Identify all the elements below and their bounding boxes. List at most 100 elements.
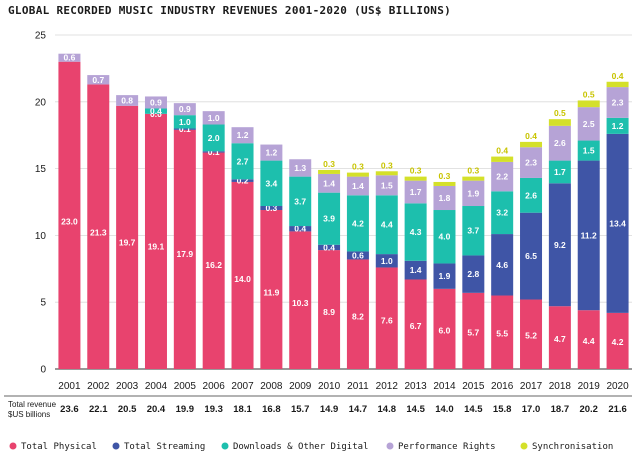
segment-value-label: 2.3	[525, 158, 537, 168]
segment-value-label: 11.2	[581, 230, 597, 240]
total-revenue-value: 14.5	[406, 404, 425, 415]
bar-segment-total-streaming	[173, 128, 196, 130]
bar-segment-downloads-other-digital	[202, 124, 225, 152]
segment-value-label: 0.9	[150, 97, 162, 107]
y-tick-label: 0	[40, 365, 46, 376]
bar-segment-downloads-other-digital	[318, 192, 341, 245]
legend: Total Physical Total Streaming Downloads &…	[9, 442, 613, 452]
segment-value-label: 1.2	[265, 148, 277, 158]
segment-value-label: 0.4	[496, 146, 508, 156]
legend-total-streaming-label: Total Streaming	[124, 442, 205, 452]
segment-value-label: 0.1	[179, 124, 191, 134]
segment-value-label: 6.7	[410, 321, 422, 331]
segment-value-label: 5.7	[467, 327, 479, 337]
segment-value-label: 21.3	[90, 227, 107, 237]
bar-segment-downloads-other-digital	[433, 210, 456, 264]
segment-value-label: 6.0	[439, 326, 451, 336]
bar-segment-total-physical	[202, 152, 225, 369]
segment-value-label: 1.4	[323, 178, 335, 188]
y-tick-label: 15	[35, 164, 47, 175]
total-revenue-value: 16.8	[262, 404, 281, 415]
bar-segment-downloads-other-digital	[520, 177, 543, 213]
bar-segment-downloads-other-digital	[231, 143, 254, 180]
segment-value-label: 23.0	[61, 217, 78, 227]
bar-segment-downloads-other-digital	[577, 140, 600, 161]
segment-value-label: 1.4	[352, 181, 364, 191]
segment-value-label: 0.5	[554, 108, 566, 118]
bar-segment-downloads-other-digital	[144, 108, 167, 114]
total-revenue-value: 14.5	[464, 404, 483, 415]
bar-segment-downloads-other-digital	[375, 195, 398, 255]
segment-value-label: 1.3	[294, 163, 306, 173]
totals-row-label-line2: $US billions	[8, 410, 50, 419]
x-tick-label: 2012	[376, 381, 399, 392]
y-tick-label: 20	[35, 97, 47, 108]
bar-segment-total-physical	[577, 310, 600, 369]
segment-value-label: 0.4	[150, 106, 162, 116]
segment-value-label: 2.0	[208, 133, 220, 143]
y-tick-label: 5	[40, 298, 46, 309]
segment-value-label: 0.1	[208, 147, 220, 157]
total-revenue-value: 23.6	[60, 404, 79, 415]
bar-segment-total-streaming	[289, 226, 312, 232]
segment-value-label: 0.9	[179, 104, 191, 114]
segment-value-label: 3.7	[467, 226, 479, 236]
total-revenue-value: 14.9	[320, 404, 339, 415]
segment-value-label: 4.7	[554, 334, 566, 344]
bar-segment-synchronisation	[520, 141, 543, 148]
segment-value-label: 6.5	[525, 251, 537, 261]
total-revenue-value: 14.0	[435, 404, 454, 415]
total-revenue-value: 20.4	[147, 404, 166, 415]
total-revenue-value: 22.1	[89, 404, 108, 415]
total-revenue-value: 14.8	[378, 404, 397, 415]
segment-value-label: 0.3	[467, 166, 479, 176]
bar-segment-downloads-other-digital	[346, 195, 369, 252]
segment-value-label: 1.9	[439, 271, 451, 281]
segment-value-label: 7.6	[381, 315, 393, 325]
segment-value-label: 9.2	[554, 240, 566, 250]
bar-segment-synchronisation	[404, 176, 427, 181]
bar-segment-total-streaming	[577, 160, 600, 311]
segment-value-label: 0.3	[323, 159, 335, 169]
y-tick-label: 25	[35, 31, 47, 42]
x-tick-label: 2006	[203, 381, 226, 392]
total-revenue-value: 19.3	[204, 404, 223, 415]
total-revenue-value: 20.2	[579, 404, 598, 415]
segment-value-label: 4.4	[381, 220, 393, 230]
segment-value-label: 0.3	[381, 160, 393, 170]
bar-segment-performance-rights	[202, 111, 225, 125]
legend-downloads-other-digital-label: Downloads & Other Digital	[233, 442, 368, 452]
segment-value-label: 2.6	[525, 190, 537, 200]
x-tick-label: 2014	[433, 381, 456, 392]
legend-synchronisation-label: Synchronisation	[532, 442, 613, 452]
bar-segment-total-physical	[231, 181, 254, 369]
legend-total-streaming-swatch	[112, 442, 120, 450]
bar-segment-total-physical	[606, 312, 629, 369]
bar-segment-total-streaming	[433, 263, 456, 289]
bar-segment-total-physical	[520, 299, 543, 369]
chart-title: GLOBAL RECORDED MUSIC INDUSTRY REVENUES …	[8, 4, 451, 17]
x-tick-label: 2019	[578, 381, 601, 392]
segment-value-label: 1.8	[439, 193, 451, 203]
bar-segment-total-physical	[87, 84, 110, 369]
x-tick-label: 2020	[606, 381, 629, 392]
legend-total-physical-swatch	[9, 442, 17, 450]
gridlines	[55, 34, 632, 370]
bar-segment-downloads-other-digital	[260, 160, 283, 207]
bar-segment-total-streaming	[346, 251, 369, 260]
segment-value-label: 0.5	[583, 89, 595, 99]
segment-value-label: 19.7	[119, 238, 136, 248]
segment-value-label: 2.3	[612, 97, 624, 107]
bar-segment-performance-rights	[520, 147, 543, 178]
bar-segment-performance-rights	[231, 127, 254, 144]
legend-performance-rights-label: Performance Rights	[398, 442, 496, 452]
y-tick-label: 10	[35, 231, 47, 242]
total-revenue-value: 21.6	[608, 404, 627, 415]
segment-value-label: 1.2	[237, 130, 249, 140]
totals-row: 23.6 22.1 20.5 20.4 19.9 19.3 18.1 16.8 15.7 14.9…	[4, 395, 632, 419]
segment-value-label: 4.2	[352, 218, 364, 228]
bar-segment-downloads-other-digital	[289, 176, 312, 227]
segment-value-label: 4.0	[439, 232, 451, 242]
segment-value-label: 0.4	[323, 242, 335, 252]
segment-value-label: 1.4	[410, 265, 422, 275]
